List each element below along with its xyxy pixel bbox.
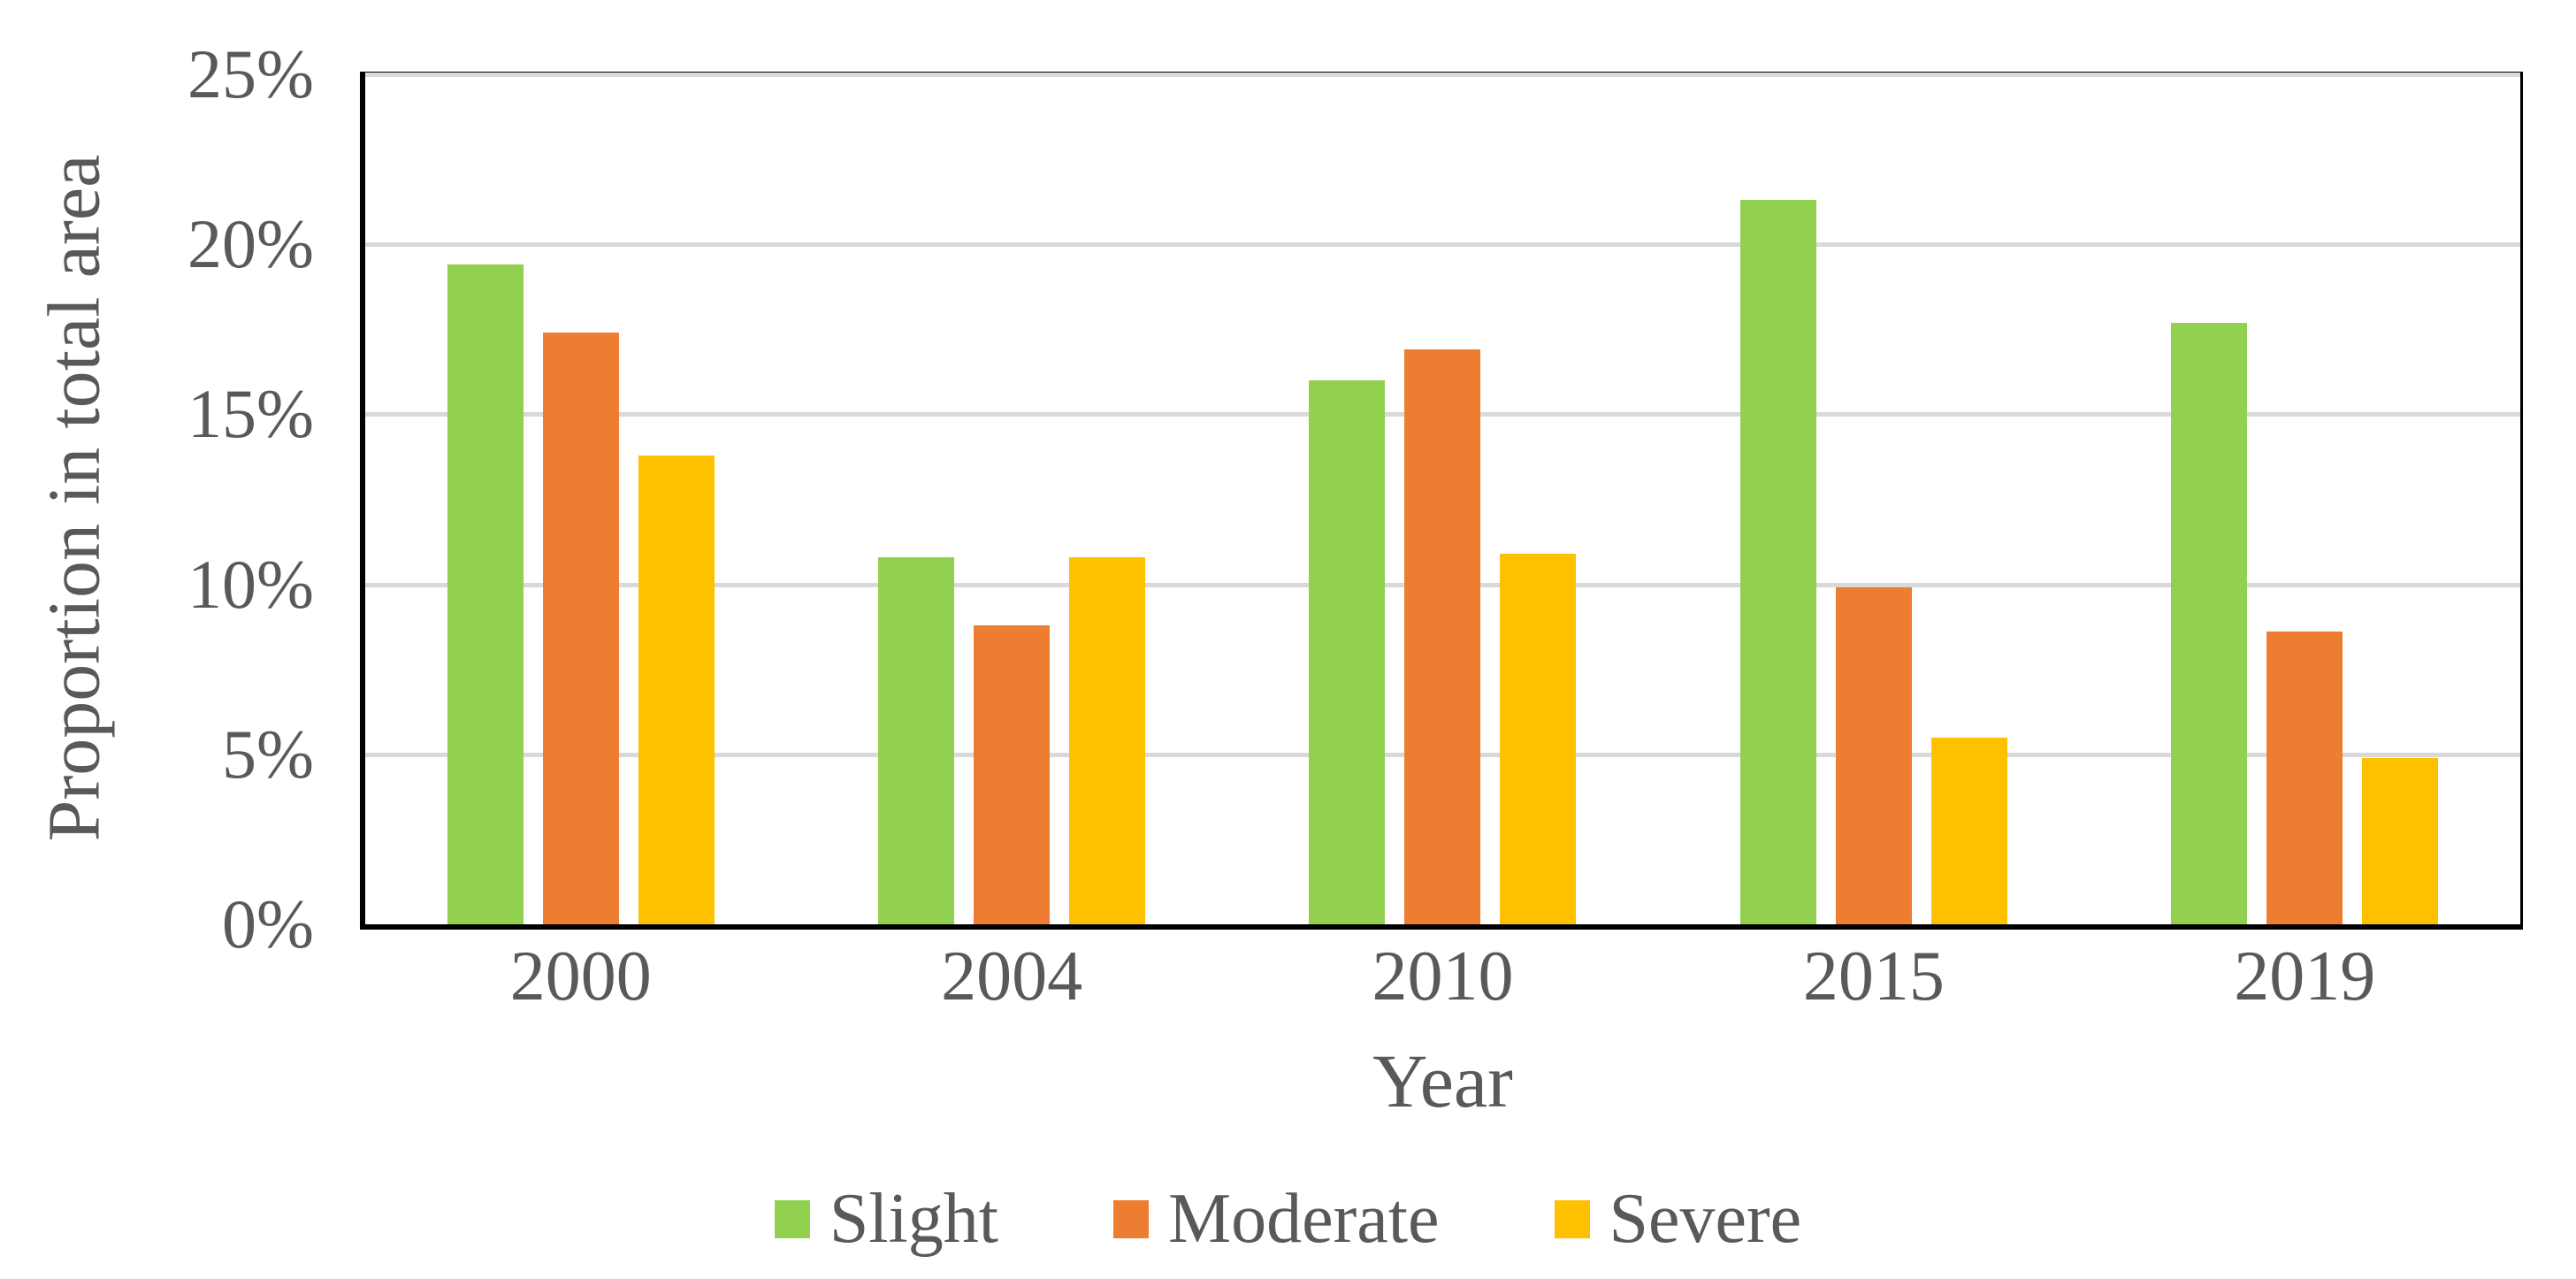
y-tick-label-5: 5% xyxy=(222,715,314,793)
bar-group-2004 xyxy=(796,74,1227,924)
x-tick-label-2004: 2004 xyxy=(941,938,1083,1015)
legend-label-slight: Slight xyxy=(829,1180,998,1258)
bar-slight-2000 xyxy=(447,264,524,924)
bar-slight-2010 xyxy=(1309,379,1386,924)
bar-moderate-2019 xyxy=(2266,632,2343,924)
legend-swatch-moderate xyxy=(1112,1199,1149,1238)
bar-slight-2004 xyxy=(878,556,955,924)
legend-item-moderate: Moderate xyxy=(1112,1176,1440,1261)
x-tick-label-2019: 2019 xyxy=(2234,938,2376,1015)
bar-severe-2019 xyxy=(2362,757,2439,924)
plot-area xyxy=(360,72,2523,930)
x-tick-label-2010: 2010 xyxy=(1372,938,1514,1015)
bar-severe-2015 xyxy=(1930,737,2007,924)
x-axis-labels: 2000 2004 2010 2015 2019 xyxy=(365,936,2520,1017)
legend-label-moderate: Moderate xyxy=(1167,1180,1440,1258)
legend-item-slight: Slight xyxy=(774,1176,998,1261)
bar-moderate-2015 xyxy=(1835,587,1912,924)
gridline-25 xyxy=(365,73,2520,77)
bar-moderate-2004 xyxy=(974,624,1051,924)
bar-severe-2004 xyxy=(1069,556,1146,924)
y-tick-label-25: 25% xyxy=(187,35,314,112)
x-tick-label-2000: 2000 xyxy=(509,938,652,1015)
bar-moderate-2010 xyxy=(1404,349,1481,924)
y-tick-label-20: 20% xyxy=(187,205,314,283)
legend-item-severe: Severe xyxy=(1554,1176,1802,1261)
y-tick-label-15: 15% xyxy=(187,375,314,453)
bar-severe-2000 xyxy=(638,455,715,924)
legend-swatch-severe xyxy=(1554,1199,1590,1238)
bar-moderate-2000 xyxy=(542,333,619,924)
bar-slight-2019 xyxy=(2171,322,2248,924)
bar-severe-2010 xyxy=(1500,554,1577,924)
bar-group-2000 xyxy=(365,74,796,924)
bar-slight-2015 xyxy=(1739,200,1816,924)
bar-group-2019 xyxy=(2090,74,2520,924)
bar-group-2010 xyxy=(1227,74,1658,924)
legend-swatch-slight xyxy=(774,1199,810,1238)
legend: Slight Moderate Severe xyxy=(0,1176,2576,1261)
x-axis-title: Year xyxy=(1372,1038,1513,1123)
legend-label-severe: Severe xyxy=(1609,1180,1802,1258)
y-tick-label-0: 0% xyxy=(222,885,314,962)
bar-group-2015 xyxy=(1658,74,2089,924)
x-tick-label-2015: 2015 xyxy=(1802,938,1945,1015)
gridline-20 xyxy=(365,242,2520,248)
y-tick-label-10: 10% xyxy=(187,545,314,623)
